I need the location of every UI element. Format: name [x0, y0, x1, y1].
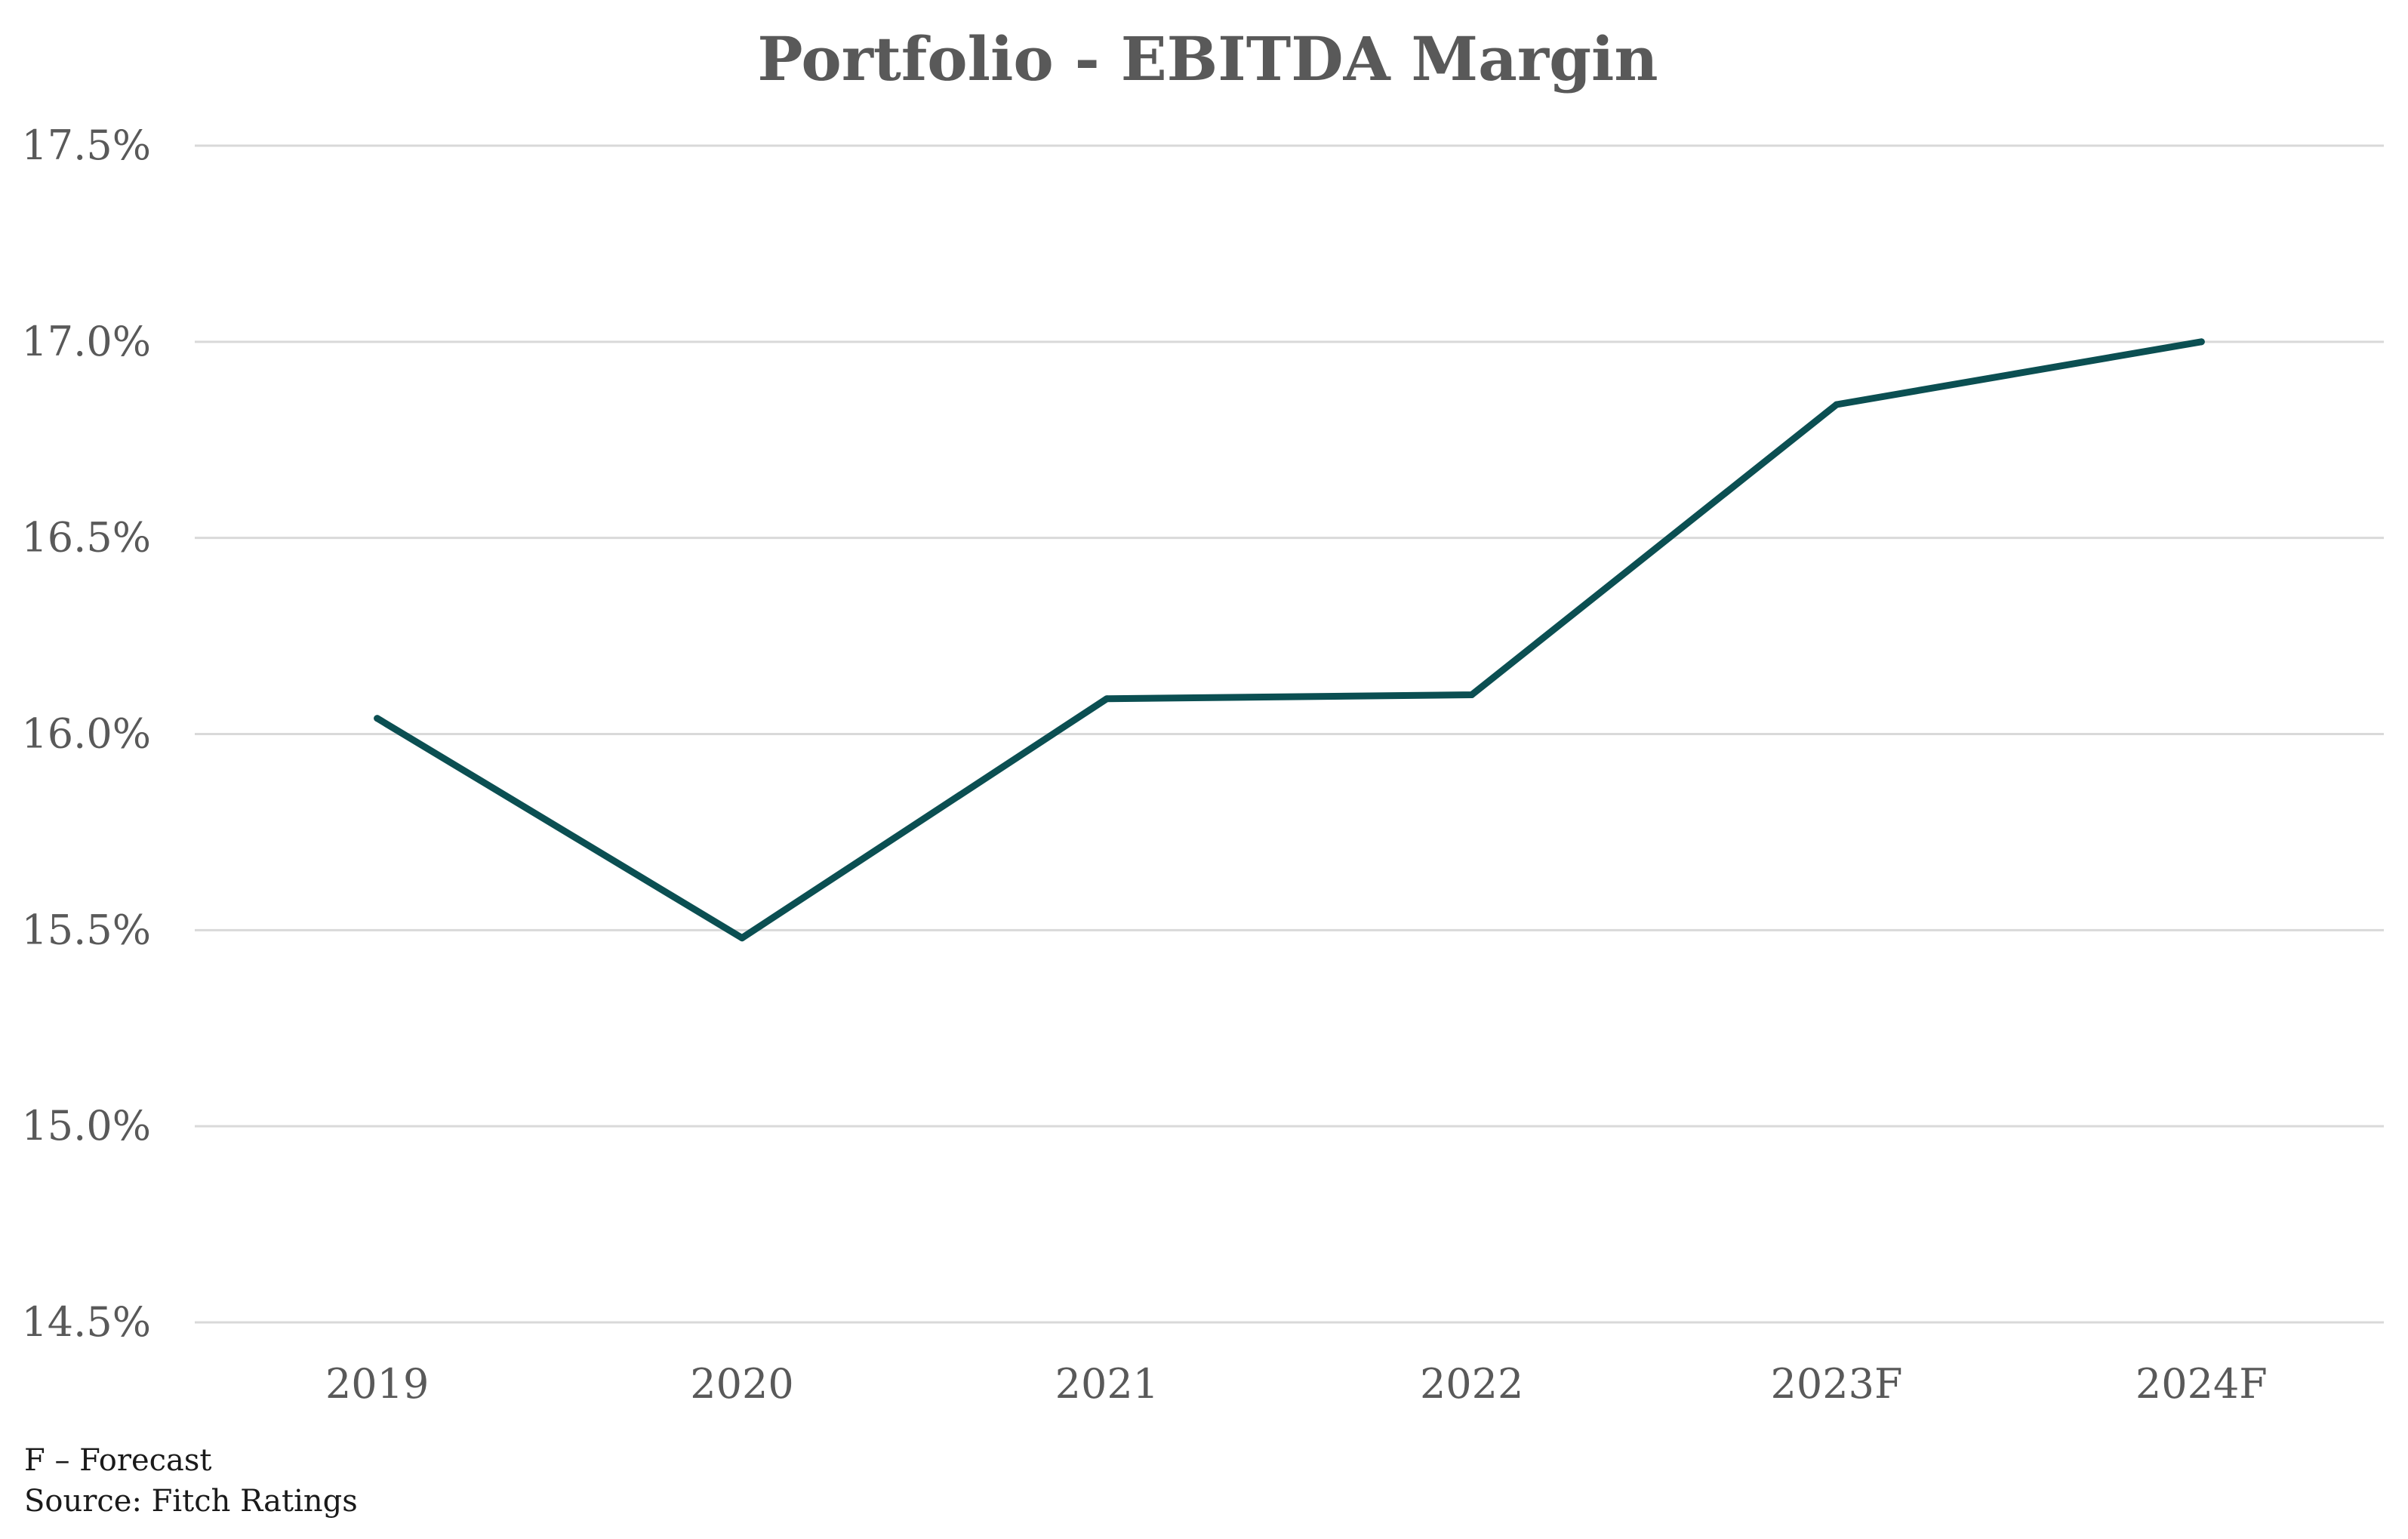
data-point-2022 — [1468, 691, 1476, 699]
x-tick-label: 2019 — [325, 1360, 429, 1408]
y-tick-label: 17.5% — [21, 122, 151, 169]
x-tick-label: 2021 — [1055, 1360, 1159, 1408]
x-axis-tick-labels: 2019 2020 2021 2022 2023F 2024F — [325, 1360, 2268, 1408]
y-tick-label: 15.0% — [21, 1102, 151, 1150]
x-tick-label: 2022 — [1420, 1360, 1523, 1408]
y-tick-label: 16.5% — [21, 514, 151, 562]
data-point-2024F — [2197, 338, 2205, 346]
source-footnote: Source: Fitch Ratings — [24, 1484, 358, 1519]
data-point-2019 — [374, 715, 381, 722]
y-axis-tick-labels: 14.5% 15.0% 15.5% 16.0% 16.5% 17.0% 17.5% — [21, 122, 151, 1346]
y-tick-label: 16.0% — [21, 710, 151, 758]
data-point-2023F — [1833, 401, 1840, 408]
data-point-2021 — [1103, 695, 1110, 703]
x-tick-label: 2023F — [1771, 1360, 1903, 1408]
y-tick-label: 15.5% — [21, 906, 151, 953]
gridlines — [195, 144, 2384, 1324]
x-tick-label: 2024F — [2135, 1360, 2268, 1408]
y-tick-label: 14.5% — [21, 1298, 151, 1346]
x-tick-label: 2020 — [690, 1360, 793, 1408]
data-point-2020 — [738, 934, 746, 942]
series-layer — [374, 338, 2205, 942]
y-tick-label: 17.0% — [21, 318, 151, 365]
series-line-ebitda-margin — [374, 338, 2205, 942]
chart-title: Portfolio - EBITDA Margin — [757, 23, 1658, 94]
forecast-footnote: F – Forecast — [24, 1443, 212, 1478]
